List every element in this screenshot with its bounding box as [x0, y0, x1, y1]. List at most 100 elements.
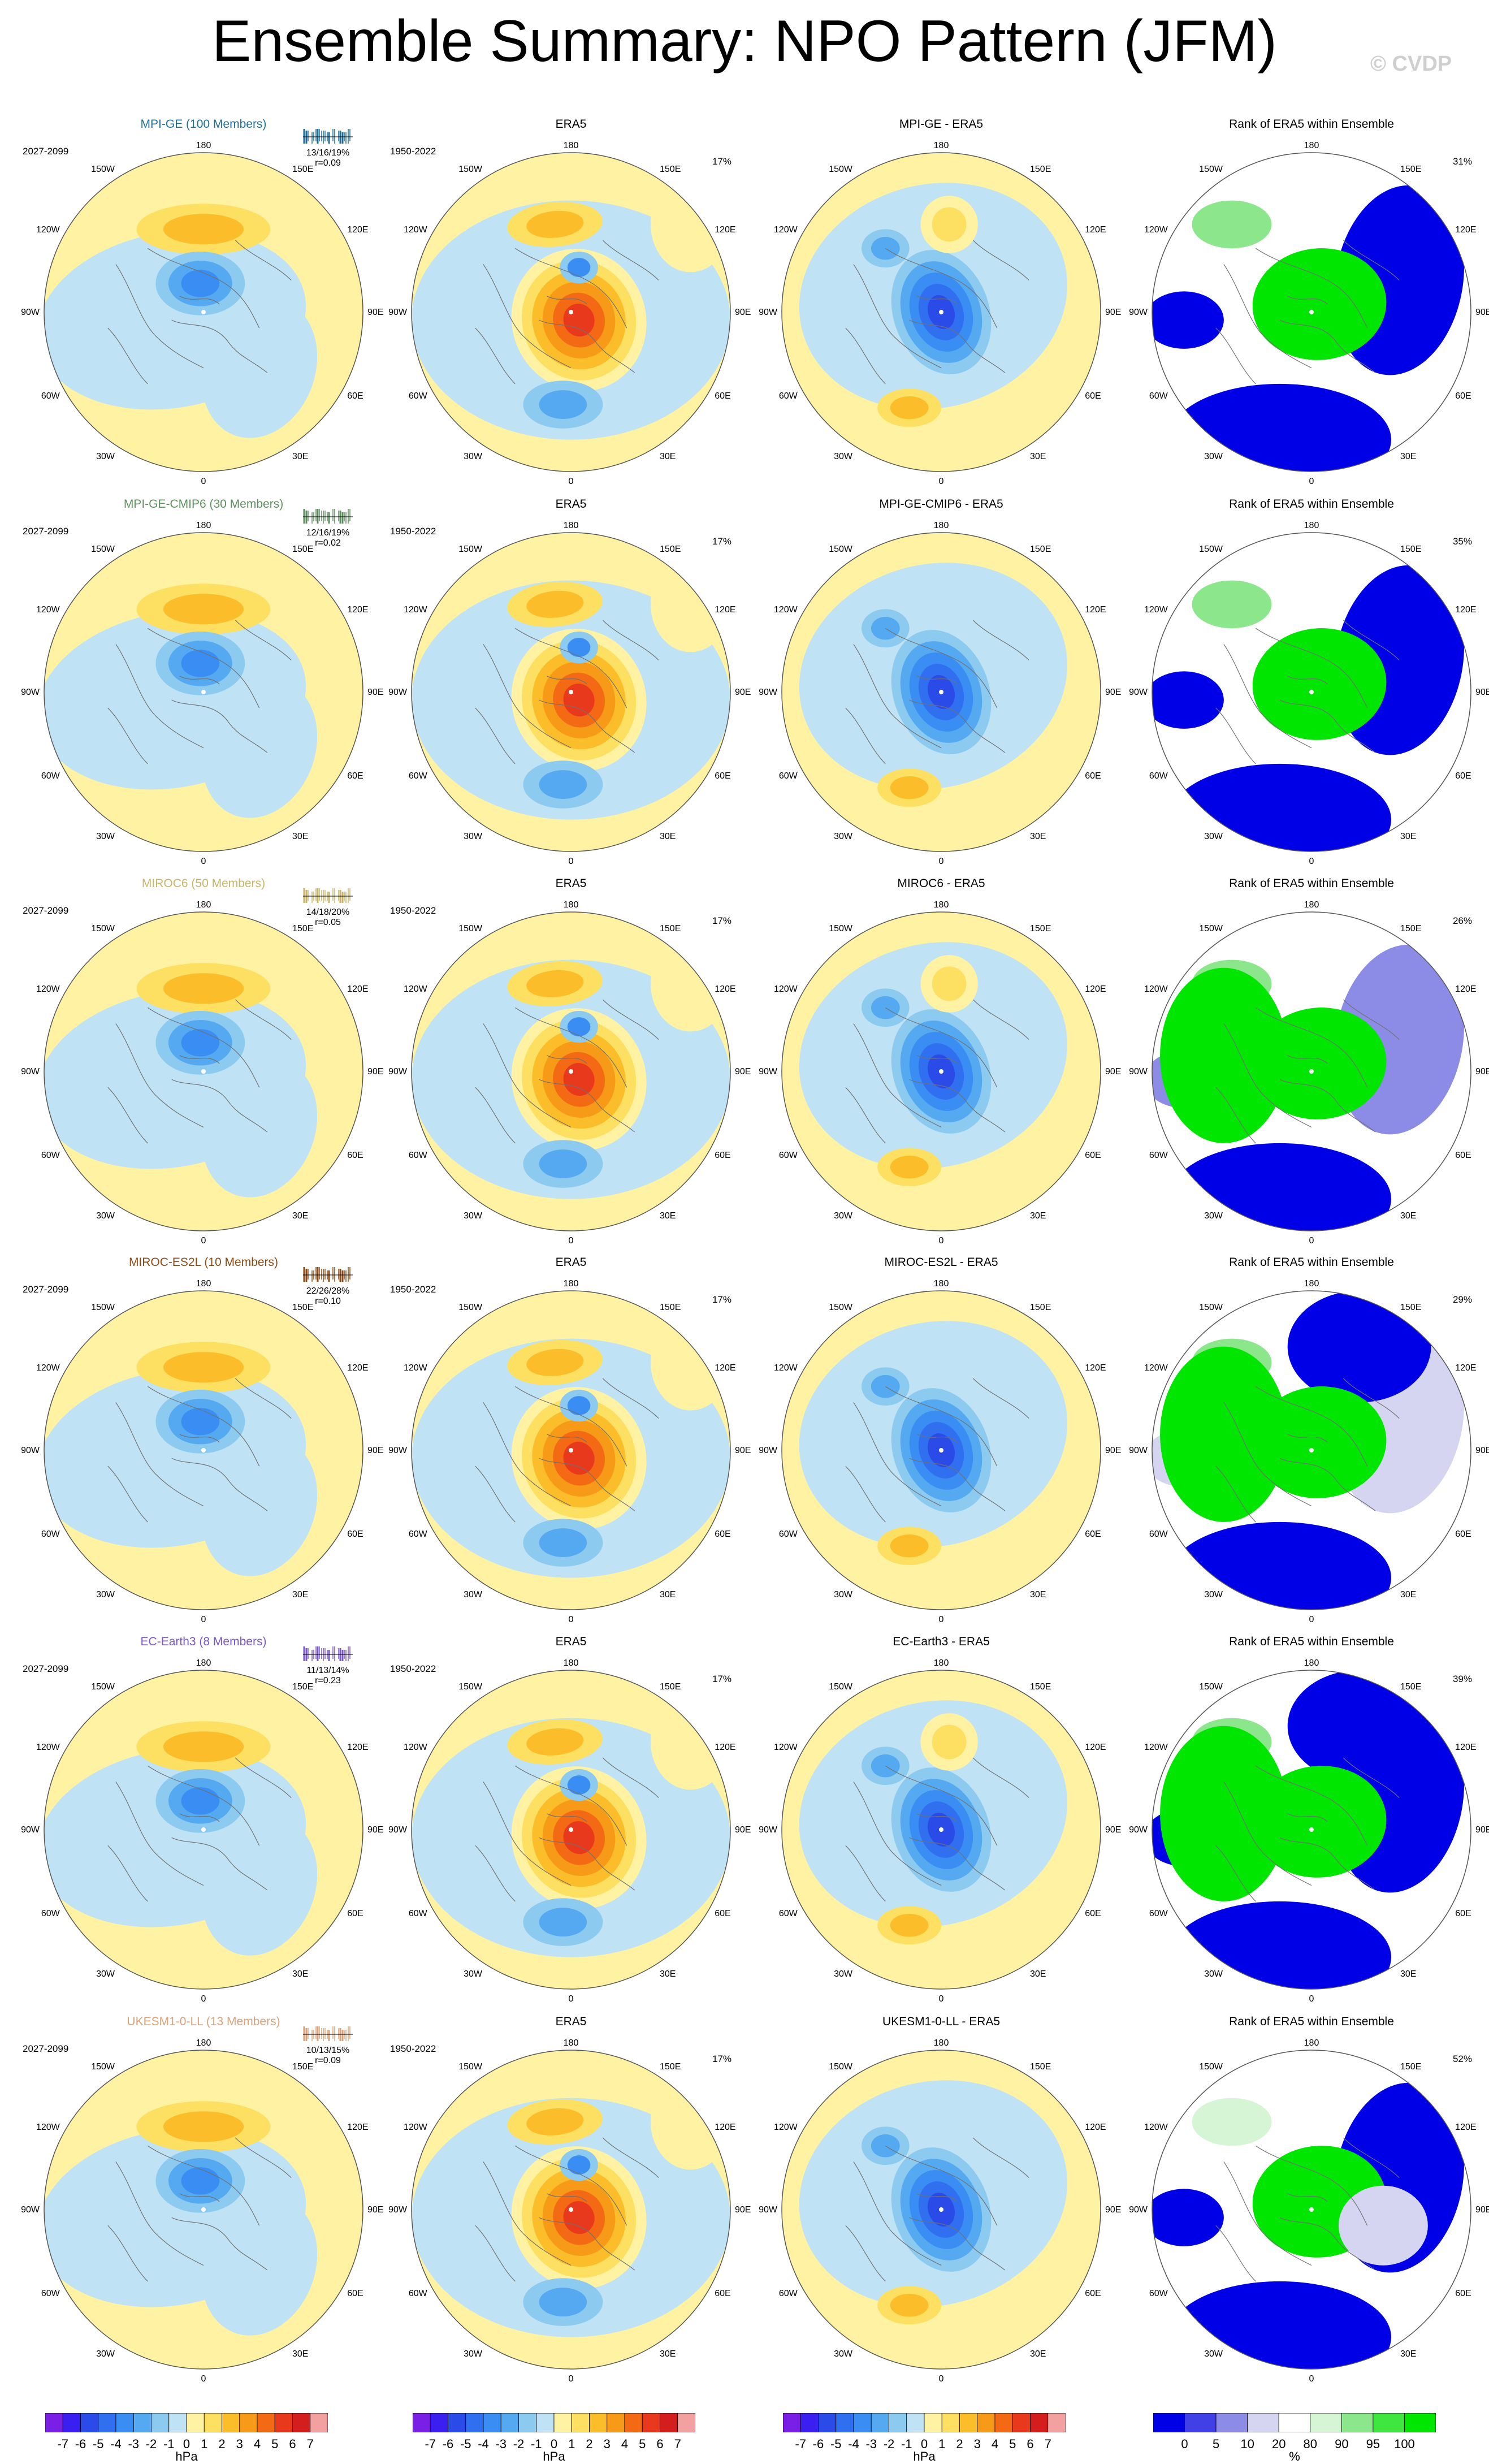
coastline: [115, 1782, 204, 1886]
colorbar-swatch: [98, 2413, 116, 2432]
lon-label-right: 90E: [367, 1067, 383, 1077]
coastline: [1279, 2217, 1376, 2271]
rank-pct: 35%: [1452, 536, 1472, 547]
coastline: [1215, 1466, 1256, 1523]
polar-map: 180 0 90W 90E 150W 120W 150E 120E 60W 30W 60E 30E: [759, 2038, 1121, 2384]
lon-label-150w: 150W: [91, 165, 115, 174]
map-border: [411, 2050, 731, 2370]
lon-label-60w: 60W: [409, 2289, 428, 2298]
panel-diff-row3: 180 0 90W 90E 150W 120W 150E 120E 60W 30W 60E 30E MI…: [759, 872, 1122, 1246]
coastline: [539, 699, 635, 753]
coastline: [115, 2162, 204, 2266]
lon-label-30e: 30E: [292, 1590, 308, 1600]
colorbar-swatch: [115, 2413, 134, 2432]
variance-range: 13/16/19%: [306, 148, 350, 158]
colorbar-tick-label: -5: [830, 2437, 842, 2451]
colorbar-swatch: [274, 2413, 293, 2432]
colorbar-swatch: [977, 2413, 995, 2432]
colorbar-tick-label: -4: [110, 2437, 122, 2451]
map-border: [44, 2050, 363, 2370]
field-contour: [1252, 1008, 1387, 1119]
lon-label-30w: 30W: [834, 832, 853, 841]
coastline: [917, 1813, 958, 1822]
lon-label-top: 180: [564, 521, 579, 530]
lon-label-left: 90W: [388, 308, 408, 317]
coastline: [853, 2162, 942, 2266]
lon-label-top: 180: [1304, 1279, 1319, 1289]
lon-label-150e: 150E: [660, 544, 681, 554]
page-title: Ensemble Summary: NPO Pattern (JFM): [212, 8, 1277, 74]
coastline: [1223, 2162, 1312, 2266]
map-border: [781, 1670, 1101, 1990]
field-contour: [871, 236, 900, 260]
lon-label-30w: 30W: [464, 832, 483, 841]
field-contour: [890, 1155, 929, 1179]
lon-label-bottom: 0: [1309, 1236, 1314, 1246]
lon-label-120e: 120E: [715, 605, 735, 615]
colorbar-tick-label: 1: [201, 2437, 208, 2451]
model-stats: 14/18/20% r=0.05: [294, 907, 362, 928]
coastline: [1215, 707, 1256, 764]
lon-label-bottom: 0: [201, 2374, 206, 2384]
lon-label-120e: 120E: [715, 984, 735, 994]
rank-pct: 52%: [1452, 2054, 1472, 2064]
lon-label-30w: 30W: [464, 1211, 483, 1221]
lon-label-bottom: 0: [1309, 857, 1314, 866]
colorbar-swatch: [518, 2413, 537, 2432]
polar-map: 180 0 90W 90E 150W 120W 150E 120E 60W 30W 60E 30E: [21, 900, 383, 1246]
obs-pct: 17%: [712, 1294, 731, 1305]
panel-model-row2: 180 0 90W 90E 150W 120W 150E 120E 60W 30W 60E 30E MP…: [21, 493, 384, 866]
lon-label-30e: 30E: [292, 1211, 308, 1221]
colorbar-tick-label: 4: [991, 2437, 999, 2451]
lon-label-150w: 150W: [458, 165, 483, 174]
colorbar-tick-label: 7: [1044, 2437, 1051, 2451]
coastline: [475, 1845, 516, 1902]
coastline: [853, 1782, 942, 1886]
field-contour: [871, 1374, 900, 1398]
field-contour: [567, 2155, 591, 2175]
coastline: [845, 707, 886, 764]
colorbar-swatch: [151, 2413, 170, 2432]
lon-label-right: 90E: [1475, 688, 1489, 697]
colorbar-swatch: [677, 2413, 695, 2432]
model-title: UKESM1-0-LL (13 Members): [127, 2015, 280, 2028]
pole-marker: [939, 690, 943, 694]
coastline: [539, 1079, 635, 1132]
lon-label-60w: 60W: [409, 1909, 428, 1918]
lon-label-30e: 30E: [1030, 1969, 1046, 1979]
obs-title: ERA5: [555, 877, 587, 890]
field-contour: [181, 1787, 220, 1815]
pole-marker: [1309, 1827, 1314, 1832]
lon-label-120e: 120E: [1085, 1743, 1106, 1752]
lon-label-120w: 120W: [36, 1743, 60, 1752]
pole-marker: [1309, 1069, 1314, 1074]
obs-pct: 17%: [712, 536, 731, 547]
field-contour: [181, 1029, 220, 1057]
coastline: [972, 999, 1029, 1040]
polar-map: 180 0 90W 90E 150W 120W 150E 120E 60W 30W 60E 30E: [759, 141, 1121, 486]
pole-marker: [1309, 2207, 1314, 2212]
field-contour: [871, 996, 900, 1019]
coastline: [1279, 699, 1376, 753]
coastline: [179, 1434, 220, 1443]
model-title: MPI-GE-CMIP6 (30 Members): [123, 498, 284, 511]
colorbar-swatch: [448, 2413, 466, 2432]
colorbar-tick-label: -7: [57, 2437, 69, 2451]
coastline: [1215, 327, 1256, 384]
polar-map: 180 0 90W 90E 150W 120W 150E 120E 60W 30W 60E 30E: [21, 2038, 383, 2384]
lon-label-60e: 60E: [1085, 391, 1101, 401]
coastline: [179, 2193, 220, 2202]
map-border: [44, 152, 363, 472]
map-border: [781, 911, 1101, 1231]
polar-map: 180 0 90W 90E 150W 120W 150E 120E 60W 30W 60E 30E: [388, 1279, 751, 1624]
lon-label-60w: 60W: [1149, 1909, 1168, 1918]
lon-label-150e: 150E: [1030, 1682, 1051, 1692]
coastline: [1343, 240, 1400, 281]
lon-label-top: 180: [196, 1279, 211, 1289]
field-contour: [1152, 2189, 1224, 2246]
lon-label-bottom: 0: [1309, 477, 1314, 486]
coastline: [171, 1458, 268, 1511]
polar-map: 180 0 90W 90E 150W 120W 150E 120E 60W 30W 60E 30E: [388, 900, 751, 1246]
lon-label-bottom: 0: [569, 1236, 574, 1246]
lon-label-30w: 30W: [96, 1590, 115, 1600]
